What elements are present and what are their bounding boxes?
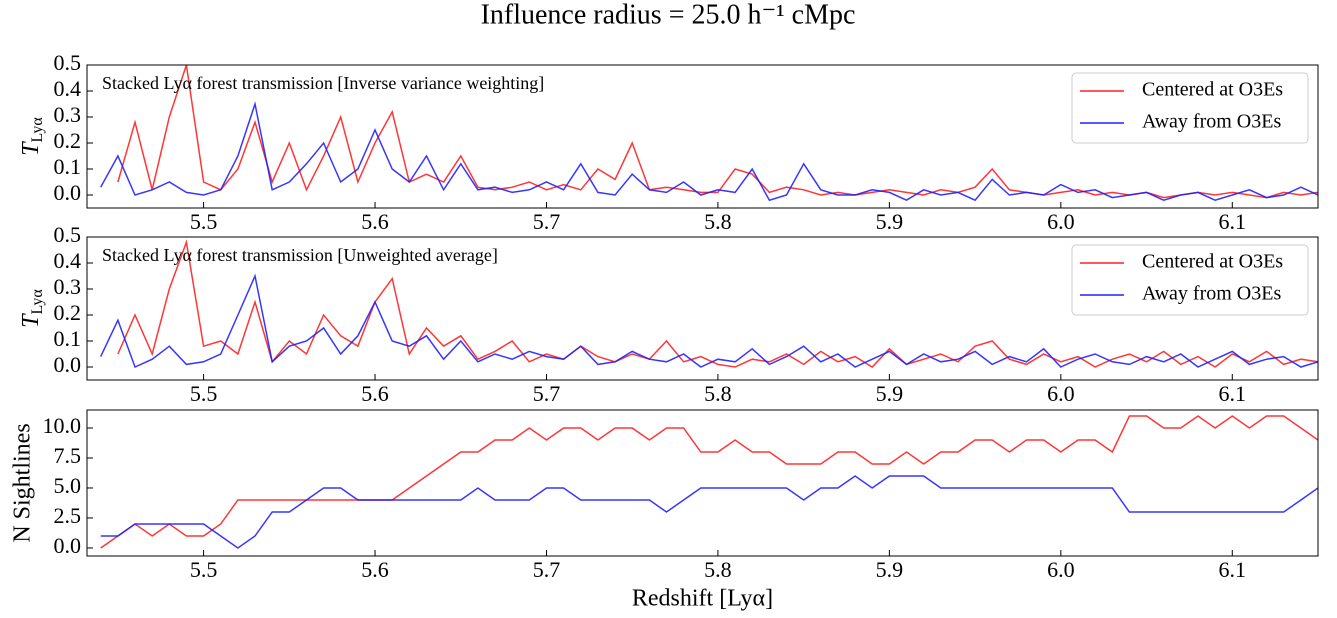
legend-label: Away from O3Es <box>1142 283 1281 305</box>
y-axis-label: N Sightlines <box>10 423 36 542</box>
y-tick-label: 0.0 <box>54 533 82 558</box>
x-tick-label: 5.8 <box>704 381 732 406</box>
y-tick-label: 0.2 <box>54 128 82 153</box>
figure-title: Influence radius = 25.0 h⁻¹ cMpc <box>481 0 856 30</box>
x-tick-label: 6.0 <box>1047 381 1075 406</box>
series-line <box>100 101 1318 202</box>
y-tick-label: 0.1 <box>54 326 82 351</box>
x-tick-label: 5.9 <box>876 557 904 582</box>
x-tick-label: 6.0 <box>1047 557 1075 582</box>
legend-label: Away from O3Es <box>1142 111 1281 133</box>
y-axis-label: TLyα <box>18 117 46 156</box>
series-line <box>100 475 1318 549</box>
y-tick-label: 0.0 <box>54 352 82 377</box>
x-tick-label: 5.5 <box>190 381 218 406</box>
y-tick-label: 0.3 <box>54 274 82 299</box>
y-tick-label: 0.4 <box>54 76 82 101</box>
axes-frame <box>86 64 1319 209</box>
y-axis-label-sub: Lyα <box>29 117 46 143</box>
axes-frame <box>86 236 1319 381</box>
x-tick-label: 5.7 <box>533 381 561 406</box>
legend-box <box>1071 244 1309 316</box>
annotation: Stacked Lyα forest transmission [Inverse… <box>102 73 544 93</box>
y-axis-label: TLyα <box>18 289 46 328</box>
x-tick-label: 6.0 <box>1047 209 1075 234</box>
legend-label: Centered at O3Es <box>1142 79 1283 101</box>
series-line <box>100 273 1318 369</box>
x-tick-label: 5.9 <box>876 209 904 234</box>
x-tick-label: 5.7 <box>533 557 561 582</box>
y-tick-label: 10.0 <box>43 413 82 438</box>
x-tick-label: 5.9 <box>876 381 904 406</box>
series-line <box>117 239 1318 368</box>
x-tick-label: 6.1 <box>1219 381 1247 406</box>
x-tick-label: 5.5 <box>190 209 218 234</box>
y-tick-label: 0.5 <box>54 50 82 75</box>
y-tick-label: 7.5 <box>54 443 82 468</box>
x-axis-label: Redshift [Lyα] <box>632 586 773 612</box>
x-tick-label: 6.1 <box>1219 209 1247 234</box>
series-line <box>117 65 1318 199</box>
y-tick-label: 0.3 <box>54 102 82 127</box>
legend-box <box>1071 72 1309 144</box>
x-tick-label: 5.8 <box>704 209 732 234</box>
y-tick-label: 0.0 <box>54 180 82 205</box>
plot-area <box>100 415 1318 549</box>
y-tick-label: 0.2 <box>54 300 82 325</box>
y-axis-label-main: T <box>18 141 44 156</box>
y-tick-label: 0.1 <box>54 154 82 179</box>
x-tick-label: 5.6 <box>361 381 389 406</box>
x-tick-label: 5.6 <box>361 209 389 234</box>
y-axis-label-main: T <box>18 313 44 328</box>
x-tick-label: 5.8 <box>704 557 732 582</box>
plot-area <box>100 239 1318 369</box>
y-tick-label: 2.5 <box>54 503 82 528</box>
y-tick-label: 5.0 <box>54 473 82 498</box>
y-tick-label: 0.5 <box>54 222 82 247</box>
y-axis-label-sub: Lyα <box>29 289 46 315</box>
series-line <box>100 415 1318 549</box>
legend-label: Centered at O3Es <box>1142 251 1283 273</box>
x-tick-label: 5.7 <box>533 209 561 234</box>
annotation: Stacked Lyα forest transmission [Unweigh… <box>102 245 498 265</box>
x-tick-label: 6.1 <box>1219 557 1247 582</box>
y-tick-label: 0.4 <box>54 248 82 273</box>
x-tick-label: 5.5 <box>190 557 218 582</box>
axes-frame <box>86 409 1319 557</box>
x-tick-label: 5.6 <box>361 557 389 582</box>
plot-area <box>100 65 1318 202</box>
